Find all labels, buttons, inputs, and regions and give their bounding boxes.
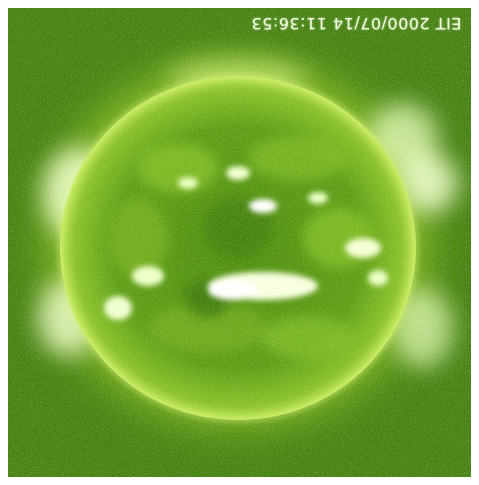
solar-image-frame: EIT 2000/07/14 11:36:53 bbox=[8, 8, 471, 477]
noise-texture bbox=[8, 8, 471, 477]
timestamp-label: EIT 2000/07/14 11:36:53 bbox=[250, 14, 461, 33]
sun-image bbox=[8, 8, 471, 477]
